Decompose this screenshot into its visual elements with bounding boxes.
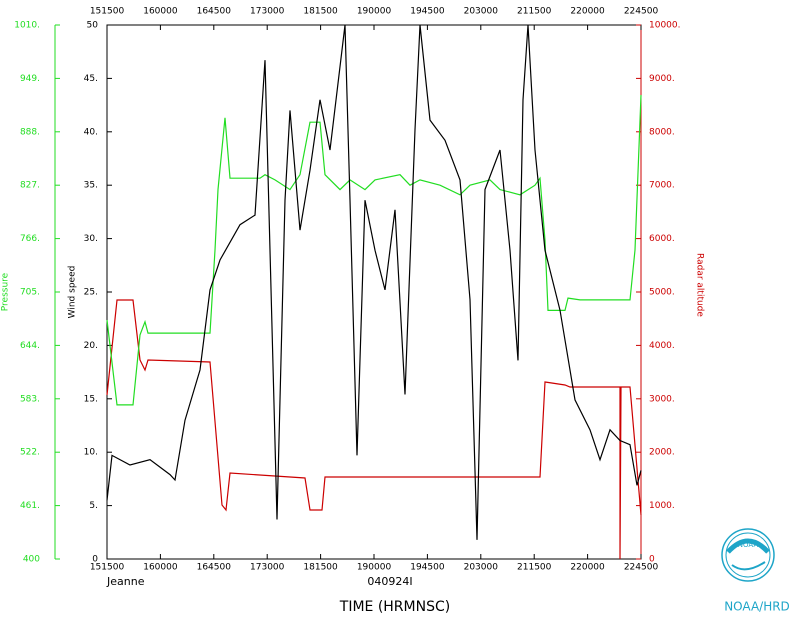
x-tick-label-top: 220000 bbox=[570, 7, 605, 17]
x-tick-label: 220000 bbox=[570, 563, 605, 573]
y-tick-label: 522. bbox=[20, 448, 40, 458]
y-tick-label: 4000. bbox=[649, 341, 675, 351]
y-tick-label: 583. bbox=[20, 394, 40, 404]
y-tick-label: 10. bbox=[84, 448, 98, 458]
y-tick-label: 644. bbox=[20, 341, 40, 351]
x-tick-label-top: 173000 bbox=[250, 7, 285, 17]
y-tick-label: 949. bbox=[20, 74, 40, 84]
x-tick-label-top: 164500 bbox=[197, 7, 232, 17]
x-tick-label: 190000 bbox=[357, 563, 392, 573]
y-tick-label: 888. bbox=[20, 127, 40, 137]
y-tick-label: 1010. bbox=[14, 21, 40, 31]
svg-text:NOAA: NOAA bbox=[738, 541, 759, 549]
x-tick-label: 151500 bbox=[90, 563, 125, 573]
x-tick-label-top: 151500 bbox=[90, 7, 125, 17]
series-line bbox=[106, 24, 642, 540]
x-tick-label-top: 211500 bbox=[517, 7, 552, 17]
y-tick-label: 20. bbox=[84, 341, 98, 351]
x-axis-title: TIME (HRMNSC) bbox=[339, 599, 450, 615]
y-tick-label: 0 bbox=[649, 555, 655, 565]
x-tick-label-top: 203000 bbox=[464, 7, 499, 17]
y-tick-label: 705. bbox=[20, 288, 40, 298]
y-tick-label: 0 bbox=[92, 555, 98, 565]
x-tick-label: 224500 bbox=[624, 563, 659, 573]
y-tick-label: 10000. bbox=[649, 21, 681, 31]
y-tick-label: 9000. bbox=[649, 74, 675, 84]
x-tick-label: 160000 bbox=[143, 563, 178, 573]
x-tick-label-top: 160000 bbox=[143, 7, 178, 17]
x-tick-label-top: 190000 bbox=[357, 7, 392, 17]
y-tick-label: 461. bbox=[20, 501, 40, 511]
y-tick-label: 50 bbox=[87, 21, 99, 31]
x-tick-label: 164500 bbox=[197, 563, 232, 573]
y2-axis-title: Radar altitude bbox=[695, 253, 705, 317]
y-tick-label: 5000. bbox=[649, 288, 675, 298]
y-tick-label: 766. bbox=[20, 234, 40, 244]
noaa-logo: NOAA bbox=[721, 528, 775, 582]
y-tick-label: 7000. bbox=[649, 181, 675, 191]
y-tick-label: 45. bbox=[84, 74, 98, 84]
y-tick-label: 400 bbox=[23, 555, 40, 565]
y-tick-label: 35. bbox=[84, 181, 98, 191]
x-tick-label-top: 224500 bbox=[624, 7, 659, 17]
x-tick-label: 181500 bbox=[303, 563, 338, 573]
y-tick-label: 827. bbox=[20, 181, 40, 191]
series-line bbox=[106, 94, 642, 406]
x-tick-label: 194500 bbox=[410, 563, 445, 573]
x-tick-label-top: 194500 bbox=[410, 7, 445, 17]
series-line bbox=[106, 299, 642, 560]
y-axis-title: Wind speed bbox=[68, 266, 78, 319]
y-tick-label: 6000. bbox=[649, 234, 675, 244]
y-tick-label: 15. bbox=[84, 394, 98, 404]
y-tick-label: 1000. bbox=[649, 501, 675, 511]
x-tick-label: 173000 bbox=[250, 563, 285, 573]
y-tick-label: 3000. bbox=[649, 394, 675, 404]
x-tick-label: 211500 bbox=[517, 563, 552, 573]
credit: NOAA/HRD bbox=[724, 600, 790, 614]
y-tick-label: 2000. bbox=[649, 448, 675, 458]
y-tick-label: 5. bbox=[89, 501, 98, 511]
storm-name: Jeanne bbox=[106, 575, 145, 588]
y3-axis-title: Pressure bbox=[1, 272, 11, 311]
y-tick-label: 40. bbox=[84, 127, 98, 137]
flight-id: 040924I bbox=[367, 575, 412, 588]
y-tick-label: 8000. bbox=[649, 127, 675, 137]
x-tick-label: 203000 bbox=[464, 563, 499, 573]
plot-frame bbox=[106, 24, 642, 560]
y-tick-label: 25. bbox=[84, 288, 98, 298]
y-tick-label: 30. bbox=[84, 234, 98, 244]
x-tick-label-top: 181500 bbox=[303, 7, 338, 17]
